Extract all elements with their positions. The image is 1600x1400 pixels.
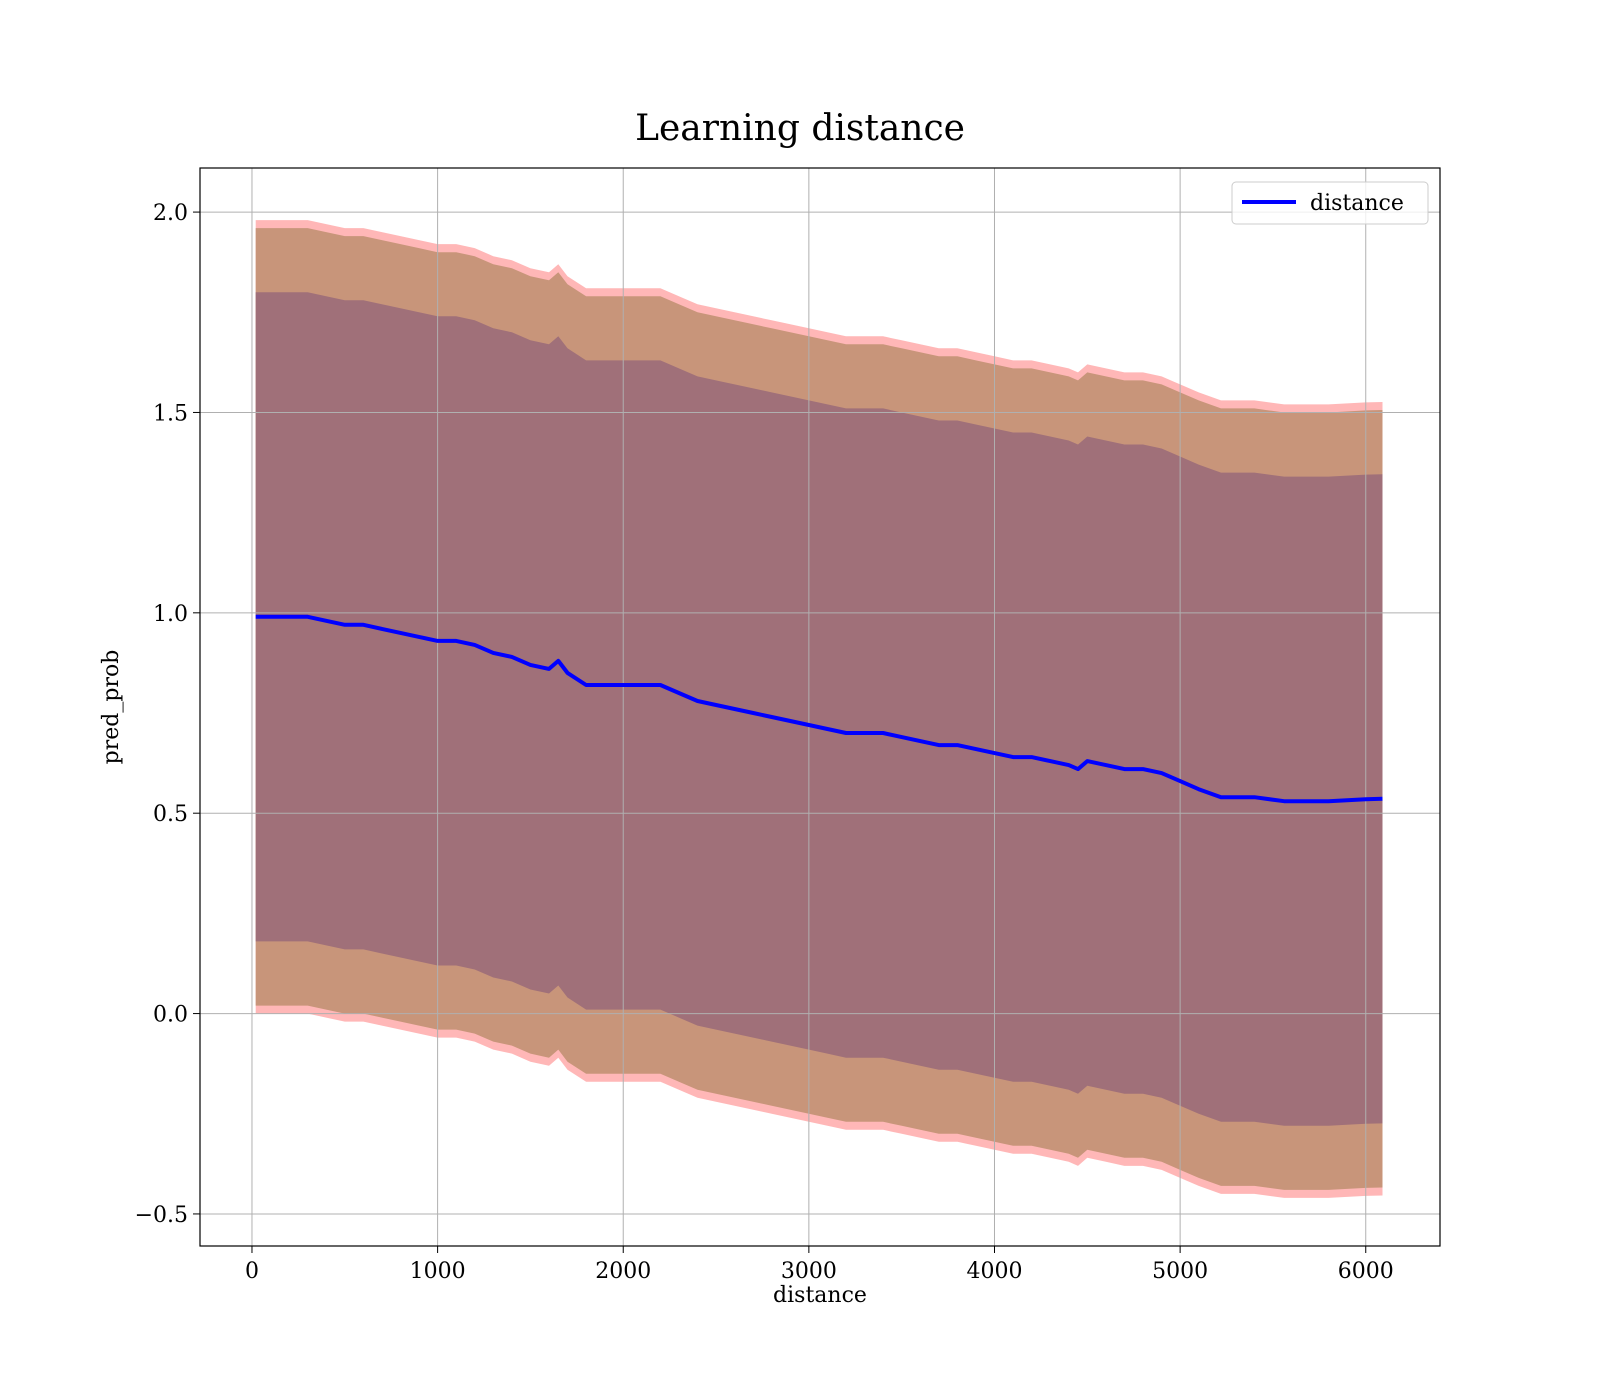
legend-label-distance: distance bbox=[1310, 191, 1404, 216]
y-tick-label-1: 0.0 bbox=[153, 1003, 188, 1028]
plot-area-frame bbox=[199, 167, 1441, 1247]
x-tick-label-3: 3000 bbox=[781, 1259, 837, 1284]
y-tick-label-4: 1.5 bbox=[153, 401, 188, 426]
x-ticks: 0 1000 2000 3000 4000 5000 6000 bbox=[245, 1246, 1394, 1284]
grid-layer bbox=[200, 168, 1440, 1246]
bands-layer bbox=[255, 220, 1383, 1198]
x-tick-label-4: 4000 bbox=[966, 1259, 1022, 1284]
y-ticks: −0.5 0.0 0.5 1.0 1.5 2.0 bbox=[135, 201, 200, 1228]
y-axis-label: pred_prob bbox=[99, 650, 124, 765]
x-tick-label-6: 6000 bbox=[1338, 1259, 1394, 1284]
legend: distance bbox=[1231, 181, 1429, 225]
x-tick-label-5: 5000 bbox=[1152, 1259, 1208, 1284]
band-2 bbox=[255, 292, 1383, 1126]
x-tick-label-0: 0 bbox=[245, 1259, 259, 1284]
line-layer bbox=[255, 614, 1383, 804]
legend-box bbox=[1231, 181, 1429, 225]
y-tick-label-0: −0.5 bbox=[135, 1203, 188, 1228]
y-tick-label-2: 0.5 bbox=[153, 802, 188, 827]
x-tick-label-2: 2000 bbox=[595, 1259, 651, 1284]
y-tick-label-5: 2.0 bbox=[153, 201, 188, 226]
chart-title: Learning distance bbox=[635, 108, 965, 149]
x-tick-label-1: 1000 bbox=[410, 1259, 466, 1284]
x-axis-label: distance bbox=[773, 1283, 867, 1308]
series-line-distance bbox=[255, 614, 1383, 804]
y-tick-label-3: 1.0 bbox=[153, 602, 188, 627]
